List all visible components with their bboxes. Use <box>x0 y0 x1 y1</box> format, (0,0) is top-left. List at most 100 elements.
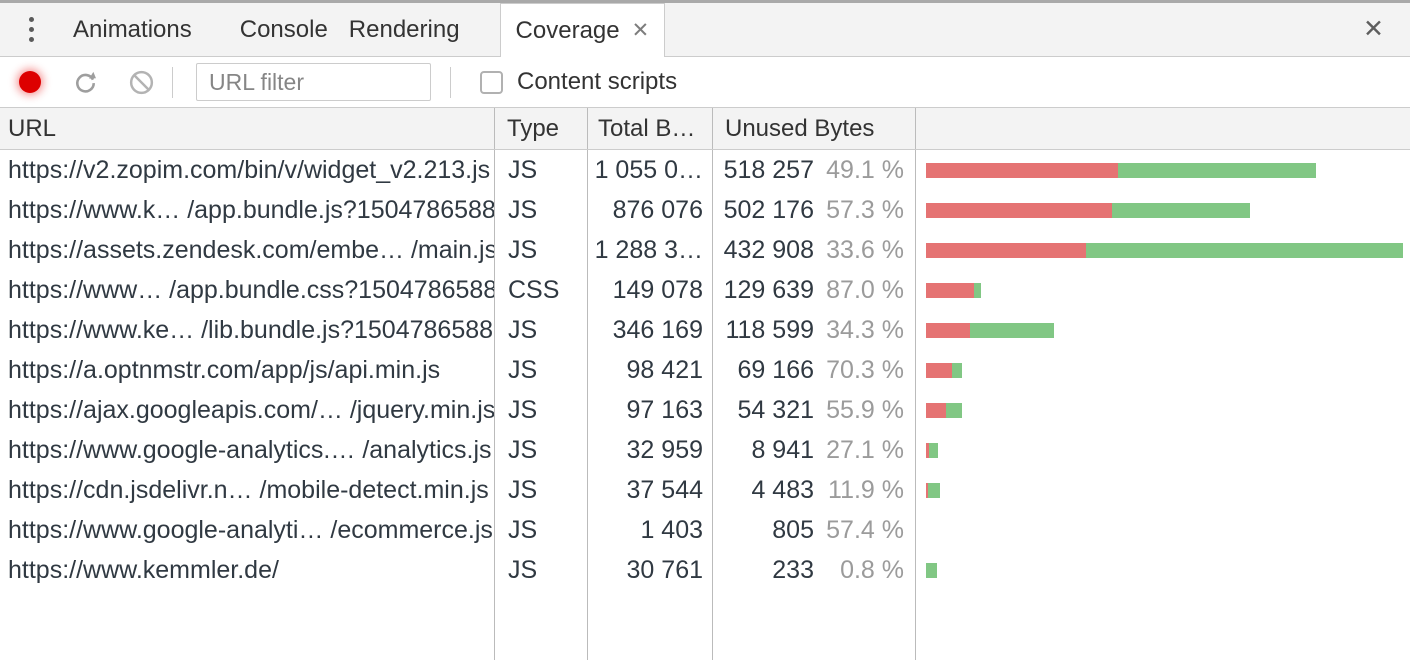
table-row[interactable]: https://a.optnmstr.com/app/js/api.min.js… <box>0 350 1410 390</box>
drawer-close-icon[interactable]: ✕ <box>1363 15 1384 43</box>
column-header-url[interactable]: URL <box>0 108 495 149</box>
tab-coverage-label: Coverage <box>515 16 620 44</box>
unused-percent: 33.6 % <box>826 236 904 264</box>
total-bytes-cell: 32 959 <box>626 436 703 464</box>
table-row[interactable]: https://www.google-analyti… /ecommerce.j… <box>0 510 1410 550</box>
total-bytes-cell: 98 421 <box>626 356 703 384</box>
unused-percent: 87.0 % <box>826 276 904 304</box>
table-row[interactable]: https://www.k… /app.bundle.js?1504786588… <box>0 190 1410 230</box>
unused-percent: 57.4 % <box>826 516 904 544</box>
used-bar-segment <box>952 362 962 378</box>
unused-bytes-value: 129 639 <box>723 276 814 304</box>
table-row[interactable]: https://www.google-analytics.… /analytic… <box>0 430 1410 470</box>
column-divider <box>494 150 495 660</box>
total-bytes-cell: 346 169 <box>612 316 703 344</box>
url-cell: https://www.k… /app.bundle.js?1504786588 <box>8 196 495 224</box>
usage-bar-cell <box>916 430 1410 470</box>
table-row[interactable]: https://cdn.jsdelivr.n… /mobile-detect.m… <box>0 470 1410 510</box>
column-header-unused-bytes[interactable]: Unused Bytes <box>713 108 916 149</box>
total-bytes-cell: 876 076 <box>612 196 703 224</box>
total-bytes-cell: 1 403 <box>640 516 703 544</box>
table-row[interactable]: https://assets.zendesk.com/embe… /main.j… <box>0 230 1410 270</box>
type-cell: CSS <box>508 276 560 304</box>
window-top-border <box>0 0 1410 3</box>
usage-bar <box>926 362 962 378</box>
table-row[interactable]: https://v2.zopim.com/bin/v/widget_v2.213… <box>0 150 1410 190</box>
table-row[interactable]: https://ajax.googleapis.com/… /jquery.mi… <box>0 390 1410 430</box>
table-row[interactable]: https://www.kemmler.de/ JS 30 761 233 0.… <box>0 550 1410 590</box>
unused-bytes-cell: 502 176 57.3 % <box>713 190 916 230</box>
toolbar-divider <box>450 66 451 98</box>
url-cell: https://www.ke… /lib.bundle.js?150478658… <box>8 316 494 344</box>
reload-icon[interactable] <box>72 69 99 96</box>
toolbar-divider <box>172 66 173 98</box>
type-cell: JS <box>508 556 538 584</box>
unused-bytes-cell: 8 941 27.1 % <box>713 430 916 470</box>
unused-bytes-cell: 518 257 49.1 % <box>713 150 916 190</box>
unused-bar-segment <box>926 322 970 338</box>
used-bar-segment <box>1086 242 1403 258</box>
unused-bytes-value: 805 <box>772 516 814 544</box>
coverage-toolbar: Content scripts <box>0 57 1410 108</box>
type-cell: JS <box>508 476 538 504</box>
usage-bar-cell <box>916 510 1410 550</box>
more-tabs-menu-icon[interactable] <box>22 17 40 42</box>
unused-bytes-value: 233 <box>772 556 814 584</box>
url-cell: https://www… /app.bundle.css?1504786588 <box>8 276 495 304</box>
unused-percent: 27.1 % <box>826 436 904 464</box>
tab-animations[interactable]: Animations <box>73 15 192 43</box>
url-cell: https://cdn.jsdelivr.n… /mobile-detect.m… <box>8 476 489 504</box>
unused-bytes-cell: 118 599 34.3 % <box>713 310 916 350</box>
tab-rendering[interactable]: Rendering <box>348 15 460 43</box>
total-bytes-cell: 30 761 <box>626 556 703 584</box>
record-button[interactable] <box>19 71 41 93</box>
usage-bar <box>926 442 938 458</box>
content-scripts-checkbox[interactable] <box>480 70 503 94</box>
total-bytes-cell: 97 163 <box>626 396 703 424</box>
table-row[interactable]: https://www… /app.bundle.css?1504786588 … <box>0 270 1410 310</box>
used-bar-segment <box>926 562 937 578</box>
usage-bar-cell <box>916 190 1410 230</box>
usage-bar <box>926 282 981 298</box>
column-header-total-bytes[interactable]: Total B… <box>588 108 713 149</box>
usage-bar-cell <box>916 470 1410 510</box>
tab-close-icon[interactable]: ✕ <box>631 19 650 42</box>
unused-bytes-value: 8 941 <box>751 436 814 464</box>
unused-percent: 70.3 % <box>826 356 904 384</box>
column-header-usage-bar <box>916 108 1410 149</box>
tab-coverage[interactable]: Coverage ✕ <box>499 2 666 58</box>
total-bytes-cell: 1 288 3… <box>594 236 703 264</box>
unused-bar-segment <box>926 482 928 498</box>
type-cell: JS <box>508 436 538 464</box>
unused-bytes-cell: 805 57.4 % <box>713 510 916 550</box>
used-bar-segment <box>946 402 962 418</box>
unused-bar-segment <box>926 362 952 378</box>
unused-bytes-cell: 129 639 87.0 % <box>713 270 916 310</box>
usage-bar <box>926 242 1403 258</box>
unused-bytes-cell: 432 908 33.6 % <box>713 230 916 270</box>
type-cell: JS <box>508 396 538 424</box>
used-bar-segment <box>929 442 938 458</box>
usage-bar <box>926 482 940 498</box>
type-cell: JS <box>508 196 538 224</box>
usage-bar <box>926 322 1054 338</box>
content-scripts-label[interactable]: Content scripts <box>517 68 678 95</box>
unused-percent: 34.3 % <box>826 316 904 344</box>
type-cell: JS <box>508 356 538 384</box>
url-cell: https://assets.zendesk.com/embe… /main.j… <box>8 236 495 264</box>
column-header-type[interactable]: Type <box>495 108 588 149</box>
type-cell: JS <box>508 156 538 184</box>
column-divider <box>915 150 916 660</box>
unused-bytes-value: 4 483 <box>751 476 814 504</box>
usage-bar-cell <box>916 310 1410 350</box>
table-row[interactable]: https://www.ke… /lib.bundle.js?150478658… <box>0 310 1410 350</box>
drawer-tabbar: Animations Console Rendering Coverage ✕ ✕ <box>0 2 1410 58</box>
unused-bytes-value: 69 166 <box>737 356 814 384</box>
unused-percent: 55.9 % <box>826 396 904 424</box>
url-filter-input[interactable] <box>196 63 431 101</box>
clear-icon[interactable] <box>128 69 155 96</box>
url-cell: https://ajax.googleapis.com/… /jquery.mi… <box>8 396 495 424</box>
tab-console[interactable]: Console <box>239 15 328 43</box>
used-bar-segment <box>1112 202 1250 218</box>
unused-bytes-cell: 233 0.8 % <box>713 550 916 590</box>
